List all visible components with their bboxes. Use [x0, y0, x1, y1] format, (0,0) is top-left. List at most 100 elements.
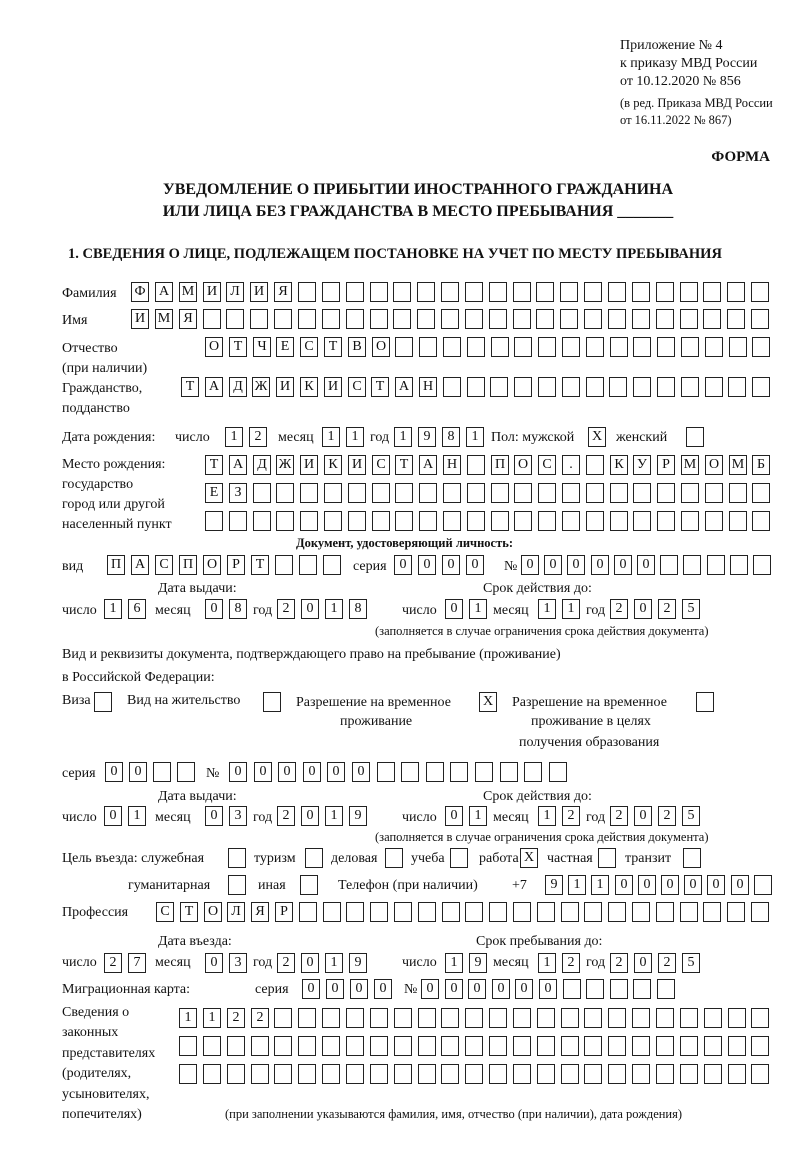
- char-cell[interactable]: 0: [278, 762, 296, 782]
- char-cell[interactable]: 0: [567, 555, 585, 575]
- char-cell[interactable]: [561, 1036, 579, 1056]
- checkbox[interactable]: [263, 692, 281, 712]
- char-cell[interactable]: [608, 309, 626, 329]
- char-cell[interactable]: [608, 1064, 626, 1084]
- char-cell[interactable]: [346, 309, 364, 329]
- char-cell[interactable]: С: [538, 455, 556, 475]
- char-cell[interactable]: [323, 902, 341, 922]
- char-cell[interactable]: И: [250, 282, 268, 302]
- char-cell[interactable]: 0: [445, 806, 463, 826]
- char-cell[interactable]: 0: [731, 875, 749, 895]
- char-cell[interactable]: [657, 511, 675, 531]
- char-cell[interactable]: [322, 1036, 340, 1056]
- char-cell[interactable]: [657, 483, 675, 503]
- char-cell[interactable]: Л: [226, 282, 244, 302]
- char-cell[interactable]: 0: [615, 875, 633, 895]
- char-cell[interactable]: О: [705, 455, 723, 475]
- char-cell[interactable]: 1: [469, 806, 487, 826]
- char-cell[interactable]: С: [300, 337, 318, 357]
- char-cell[interactable]: [729, 483, 747, 503]
- char-cell[interactable]: [657, 337, 675, 357]
- char-cell[interactable]: [298, 309, 316, 329]
- char-cell[interactable]: С: [372, 455, 390, 475]
- char-cell[interactable]: [443, 511, 461, 531]
- char-cell[interactable]: [490, 377, 508, 397]
- char-cell[interactable]: [489, 902, 507, 922]
- char-cell[interactable]: [179, 1036, 197, 1056]
- char-cell[interactable]: [203, 1036, 221, 1056]
- char-cell[interactable]: Я: [251, 902, 269, 922]
- char-cell[interactable]: [656, 1008, 674, 1028]
- char-cell[interactable]: [346, 1064, 364, 1084]
- char-cell[interactable]: 0: [352, 762, 370, 782]
- char-cell[interactable]: [251, 1036, 269, 1056]
- char-cell[interactable]: [299, 902, 317, 922]
- char-cell[interactable]: [419, 483, 437, 503]
- char-cell[interactable]: Л: [227, 902, 245, 922]
- char-cell[interactable]: [450, 762, 468, 782]
- char-cell[interactable]: 0: [302, 979, 320, 999]
- char-cell[interactable]: [372, 511, 390, 531]
- char-cell[interactable]: [346, 1036, 364, 1056]
- checkbox[interactable]: [598, 848, 616, 868]
- char-cell[interactable]: Т: [180, 902, 198, 922]
- char-cell[interactable]: [441, 309, 459, 329]
- char-cell[interactable]: 2: [277, 953, 295, 973]
- char-cell[interactable]: [727, 309, 745, 329]
- char-cell[interactable]: 1: [538, 599, 556, 619]
- char-cell[interactable]: [633, 483, 651, 503]
- char-cell[interactable]: [322, 1008, 340, 1028]
- char-cell[interactable]: [705, 377, 723, 397]
- char-cell[interactable]: [560, 282, 578, 302]
- char-cell[interactable]: [751, 1036, 769, 1056]
- char-cell[interactable]: 5: [682, 806, 700, 826]
- char-cell[interactable]: 0: [521, 555, 539, 575]
- char-cell[interactable]: [704, 1036, 722, 1056]
- char-cell[interactable]: [584, 902, 602, 922]
- char-cell[interactable]: [346, 282, 364, 302]
- char-cell[interactable]: [705, 337, 723, 357]
- char-cell[interactable]: [632, 902, 650, 922]
- char-cell[interactable]: [707, 555, 725, 575]
- char-cell[interactable]: [513, 309, 531, 329]
- char-cell[interactable]: Р: [657, 455, 675, 475]
- char-cell[interactable]: В: [348, 337, 366, 357]
- char-cell[interactable]: [250, 309, 268, 329]
- char-cell[interactable]: 0: [515, 979, 533, 999]
- char-cell[interactable]: М: [155, 309, 173, 329]
- char-cell[interactable]: [656, 1036, 674, 1056]
- char-cell[interactable]: [514, 483, 532, 503]
- char-cell[interactable]: [562, 483, 580, 503]
- char-cell[interactable]: [752, 337, 770, 357]
- char-cell[interactable]: [703, 309, 721, 329]
- char-cell[interactable]: 0: [634, 599, 652, 619]
- char-cell[interactable]: [500, 762, 518, 782]
- char-cell[interactable]: [513, 282, 531, 302]
- char-cell[interactable]: [395, 511, 413, 531]
- char-cell[interactable]: [680, 1036, 698, 1056]
- char-cell[interactable]: 2: [610, 806, 628, 826]
- char-cell[interactable]: У: [633, 455, 651, 475]
- char-cell[interactable]: 0: [421, 979, 439, 999]
- char-cell[interactable]: О: [204, 902, 222, 922]
- char-cell[interactable]: 2: [658, 806, 676, 826]
- char-cell[interactable]: [489, 282, 507, 302]
- char-cell[interactable]: [656, 902, 674, 922]
- char-cell[interactable]: 8: [229, 599, 247, 619]
- char-cell[interactable]: 0: [229, 762, 247, 782]
- char-cell[interactable]: [584, 1036, 602, 1056]
- char-cell[interactable]: [489, 1008, 507, 1028]
- char-cell[interactable]: [322, 1064, 340, 1084]
- char-cell[interactable]: [728, 1036, 746, 1056]
- char-cell[interactable]: 2: [562, 806, 580, 826]
- char-cell[interactable]: Е: [276, 337, 294, 357]
- char-cell[interactable]: [370, 309, 388, 329]
- char-cell[interactable]: [632, 1036, 650, 1056]
- char-cell[interactable]: 0: [326, 979, 344, 999]
- char-cell[interactable]: И: [324, 377, 342, 397]
- char-cell[interactable]: 0: [684, 875, 702, 895]
- char-cell[interactable]: [394, 1064, 412, 1084]
- char-cell[interactable]: 9: [418, 427, 436, 447]
- char-cell[interactable]: С: [348, 377, 366, 397]
- char-cell[interactable]: [489, 309, 507, 329]
